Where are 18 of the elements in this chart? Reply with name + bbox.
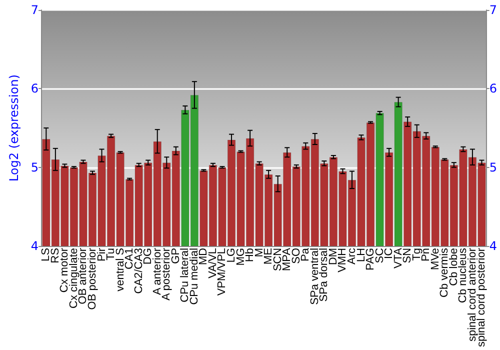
x-tick-label: SO [290,248,302,264]
y-tick-label: 5 [30,160,39,174]
y-tick-label: 4 [30,238,39,253]
y2-tick-label: 7 [489,3,498,17]
x-tick-label: spinal cord posterior [476,248,488,348]
y2-tick-label: 5 [489,160,498,174]
x-tick-label: Pa [300,247,312,262]
y2-tick-label: 4 [489,238,498,253]
x-tick-label: CPu medial [188,248,200,305]
x-tick-label: OB anterior [77,248,90,304]
x-tick-label: RS [49,248,62,264]
x-tick-label: IC [383,248,396,259]
y-axis-title: Log2 (expression) [7,74,21,182]
y-tick-label: 7 [30,3,39,17]
x-tick-label: SCN [272,248,284,272]
y2-tick-label: 6 [489,82,498,96]
y-tick-label: 6 [30,82,39,96]
x-tick-label: Cb lobe [448,248,460,286]
